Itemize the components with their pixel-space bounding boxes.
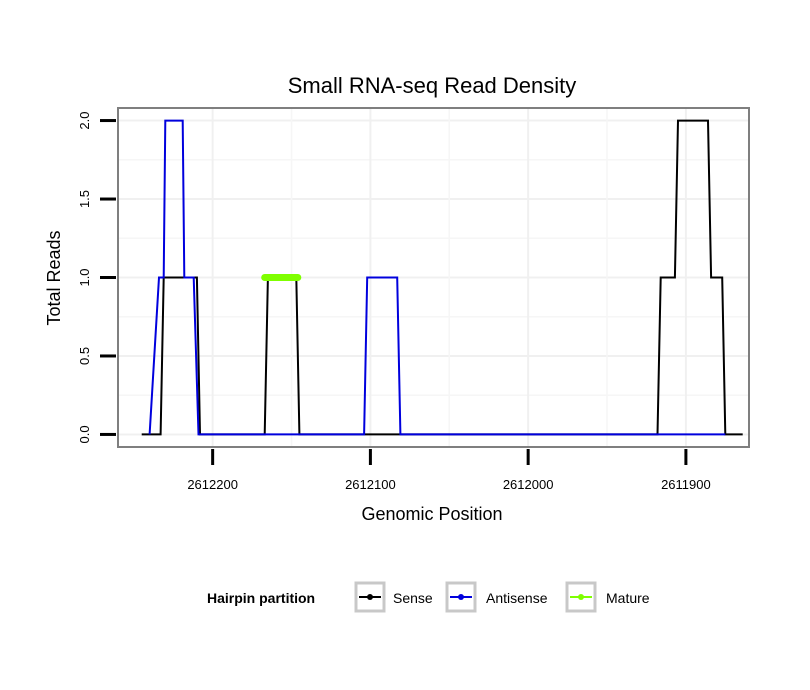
x-tick-label: 2612000 [503, 477, 554, 492]
series-line-antisense [148, 119, 726, 436]
x-axis-title: Genomic Position [361, 504, 502, 524]
y-tick-label: 0.0 [77, 425, 92, 443]
legend-title: Hairpin partition [207, 590, 315, 606]
y-axis: 0.0 0.5 1.0 1.5 2.0 [77, 112, 116, 443]
y-tick-label: 2.0 [77, 112, 92, 130]
legend-marker-antisense [458, 594, 464, 600]
series-layer [141, 119, 743, 436]
legend-key-mature [565, 581, 597, 613]
y-tick-label: 0.5 [77, 347, 92, 365]
y-axis-title: Total Reads [44, 230, 64, 325]
chart-title: Small RNA-seq Read Density [288, 73, 577, 98]
legend-marker-sense [367, 594, 373, 600]
x-axis: 2612200 2612100 2612000 2611900 [187, 449, 711, 492]
y-tick-label: 1.0 [77, 268, 92, 286]
legend-label-mature: Mature [606, 590, 650, 606]
legend: Hairpin partition Sense Antisense Mature [207, 581, 650, 613]
grid [118, 108, 749, 447]
x-tick-label: 2612100 [345, 477, 396, 492]
legend-marker-mature [578, 594, 584, 600]
legend-label-sense: Sense [393, 590, 433, 606]
y-tick-label: 1.5 [77, 190, 92, 208]
x-tick-label: 2611900 [661, 477, 711, 492]
legend-label-antisense: Antisense [486, 590, 548, 606]
panel-border [117, 107, 750, 448]
x-tick-label: 2612200 [187, 477, 238, 492]
